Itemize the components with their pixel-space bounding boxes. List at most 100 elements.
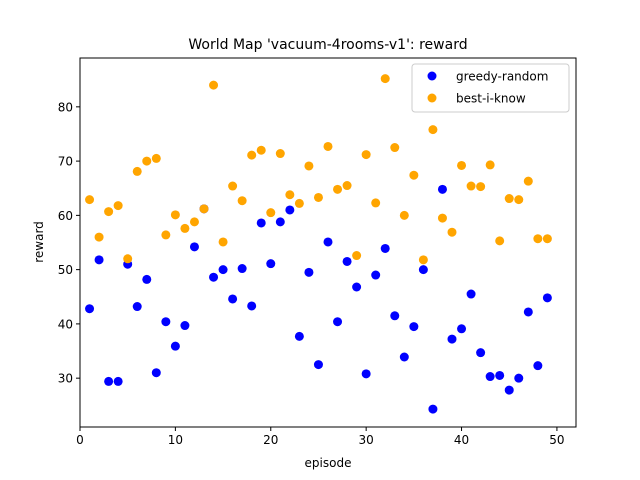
plot-points	[85, 74, 552, 414]
legend: greedy-random best-i-know	[411, 63, 570, 113]
data-point-best-i-know	[266, 208, 276, 218]
data-point-best-i-know	[294, 198, 304, 208]
data-point-best-i-know	[285, 190, 295, 200]
data-point-greedy-random	[94, 255, 104, 265]
data-point-best-i-know	[132, 166, 142, 176]
data-point-best-i-know	[247, 150, 257, 160]
y-tick-label: 50	[58, 263, 73, 277]
data-point-best-i-know	[418, 255, 428, 265]
data-point-best-i-know	[371, 198, 381, 208]
data-point-greedy-random	[418, 265, 428, 275]
data-point-greedy-random	[409, 322, 419, 332]
data-point-best-i-know	[495, 236, 505, 246]
data-point-best-i-know	[504, 194, 514, 204]
data-point-greedy-random	[380, 243, 390, 253]
data-point-greedy-random	[514, 373, 524, 383]
data-point-greedy-random	[151, 368, 161, 378]
data-point-greedy-random	[533, 361, 543, 371]
data-point-greedy-random	[85, 304, 95, 314]
legend-label: greedy-random	[456, 70, 548, 84]
data-point-greedy-random	[275, 217, 285, 227]
data-point-best-i-know	[123, 254, 133, 264]
plot-frame	[79, 57, 577, 428]
data-point-greedy-random	[485, 372, 495, 382]
legend-box	[411, 63, 570, 113]
data-point-greedy-random	[542, 293, 552, 303]
data-point-greedy-random	[104, 376, 114, 386]
data-point-best-i-know	[209, 80, 219, 90]
data-point-best-i-know	[142, 156, 152, 166]
data-point-best-i-know	[151, 153, 161, 163]
data-point-best-i-know	[275, 149, 285, 159]
data-point-best-i-know	[304, 161, 314, 171]
data-point-greedy-random	[504, 385, 514, 395]
y-tick-label: 60	[58, 209, 73, 223]
y-axis: 30 40 50 60 70 80	[58, 100, 80, 386]
data-point-greedy-random	[170, 341, 180, 351]
data-point-greedy-random	[361, 369, 371, 379]
data-point-best-i-know	[113, 201, 123, 211]
data-point-best-i-know	[228, 181, 238, 191]
data-point-best-i-know	[533, 234, 543, 244]
y-tick-label: 80	[58, 100, 73, 114]
data-point-best-i-know	[342, 181, 352, 191]
data-point-greedy-random	[180, 321, 190, 331]
data-point-best-i-know	[161, 230, 171, 240]
data-point-best-i-know	[514, 195, 524, 205]
data-point-greedy-random	[189, 242, 199, 252]
data-point-best-i-know	[94, 232, 104, 242]
data-point-greedy-random	[399, 352, 409, 362]
data-point-best-i-know	[218, 237, 228, 247]
data-point-best-i-know	[466, 181, 476, 191]
data-point-greedy-random	[428, 404, 438, 414]
data-point-greedy-random	[304, 267, 314, 277]
data-point-best-i-know	[542, 234, 552, 244]
data-point-greedy-random	[352, 282, 362, 292]
legend-label: best-i-know	[456, 92, 526, 106]
data-point-greedy-random	[371, 270, 381, 280]
x-tick-label: 30	[359, 433, 374, 447]
x-axis-label: episode	[305, 456, 352, 470]
data-point-greedy-random	[476, 348, 486, 358]
data-point-best-i-know	[361, 150, 371, 160]
data-point-best-i-know	[256, 145, 266, 155]
data-point-greedy-random	[285, 205, 295, 215]
data-point-best-i-know	[485, 160, 495, 170]
data-point-best-i-know	[390, 143, 400, 153]
y-axis-label: reward	[32, 221, 46, 263]
legend-marker	[427, 93, 437, 103]
x-tick-label: 10	[168, 433, 183, 447]
data-point-greedy-random	[342, 256, 352, 266]
data-point-greedy-random	[466, 289, 476, 299]
data-point-greedy-random	[495, 370, 505, 380]
data-point-best-i-know	[523, 176, 533, 186]
data-point-greedy-random	[523, 307, 533, 317]
x-tick-label: 0	[76, 433, 84, 447]
data-point-greedy-random	[323, 237, 333, 247]
data-point-greedy-random	[132, 302, 142, 312]
data-point-best-i-know	[352, 251, 362, 261]
data-point-greedy-random	[209, 272, 219, 282]
data-point-best-i-know	[189, 217, 199, 227]
data-point-greedy-random	[113, 376, 123, 386]
data-point-greedy-random	[247, 301, 257, 311]
data-point-greedy-random	[237, 264, 247, 274]
data-point-best-i-know	[180, 223, 190, 233]
data-point-greedy-random	[333, 317, 343, 327]
data-point-best-i-know	[170, 210, 180, 220]
data-point-greedy-random	[294, 331, 304, 341]
data-point-greedy-random	[142, 274, 152, 284]
data-point-best-i-know	[333, 184, 343, 194]
data-point-greedy-random	[437, 184, 447, 194]
data-point-best-i-know	[476, 182, 486, 192]
data-point-best-i-know	[380, 74, 390, 84]
data-point-greedy-random	[218, 265, 228, 275]
data-point-best-i-know	[399, 210, 409, 220]
data-point-best-i-know	[199, 204, 209, 214]
data-point-greedy-random	[161, 317, 171, 327]
legend-marker	[427, 71, 437, 81]
data-point-greedy-random	[266, 259, 276, 269]
data-point-greedy-random	[228, 294, 238, 304]
data-point-best-i-know	[437, 213, 447, 223]
